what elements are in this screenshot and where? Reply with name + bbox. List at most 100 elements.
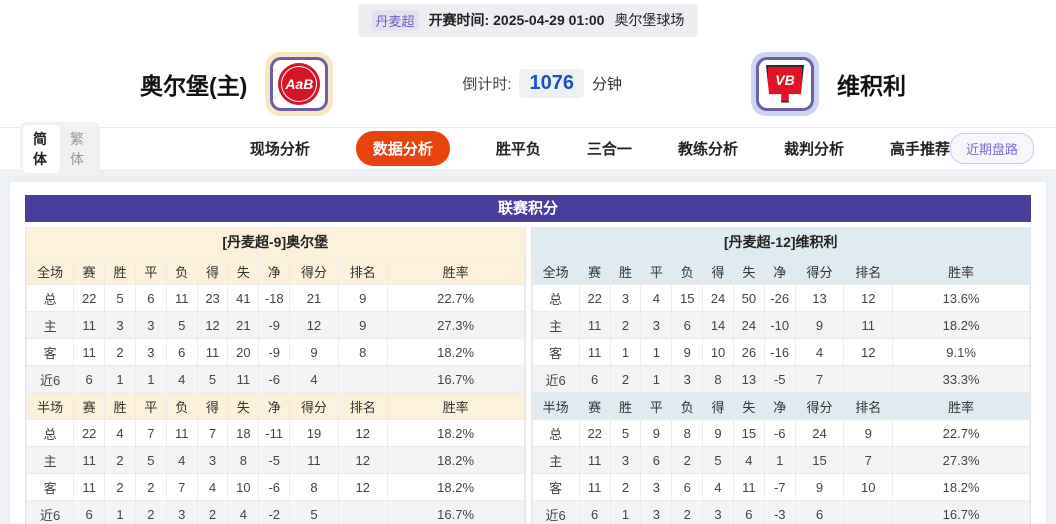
stat-cell: 18.2% xyxy=(892,311,1030,339)
stat-cell: 1 xyxy=(640,365,673,393)
column-header: 失 xyxy=(732,392,765,420)
stat-cell: 9.1% xyxy=(892,338,1030,366)
lang-option[interactable]: 繁体 xyxy=(69,130,84,167)
stat-cell: 5 xyxy=(289,500,339,524)
column-header: 赛 xyxy=(73,257,106,285)
countdown-label: 倒计时: xyxy=(462,76,512,93)
stat-cell: 11 xyxy=(73,446,106,474)
stat-cell: 18.2% xyxy=(386,419,525,447)
stats-row: 总 22 5 9 8 9 15 -6 24 9 22.7% xyxy=(531,419,1030,447)
stat-cell: -3 xyxy=(763,500,796,524)
stat-cell: 3 xyxy=(702,500,734,524)
stats-row: 近6 6 1 1 4 5 11 -6 4 16.7% xyxy=(25,365,525,393)
nav-tab[interactable]: 三合一 xyxy=(586,141,632,158)
nav-tab[interactable]: 胜平负 xyxy=(495,141,541,158)
stat-cell: 9 xyxy=(843,419,894,447)
stat-cell: 18 xyxy=(227,419,260,447)
row-label: 近6 xyxy=(531,365,580,393)
row-label: 总 xyxy=(25,419,75,447)
stat-cell: 1 xyxy=(609,338,642,366)
kickoff-time: 开赛时间: 2025-04-29 01:00 xyxy=(428,12,605,28)
venue-name: 奥尔堡球场 xyxy=(614,12,685,28)
league-name[interactable]: 丹麦超 xyxy=(371,9,419,31)
column-header: 胜率 xyxy=(892,257,1030,285)
stat-cell: 11 xyxy=(196,338,229,366)
column-header: 得 xyxy=(196,257,229,285)
stat-cell: 11 xyxy=(165,419,198,447)
stat-cell: 9 xyxy=(337,311,388,339)
row-label: 主 xyxy=(531,446,580,474)
stat-cell: 33.3% xyxy=(892,365,1030,393)
column-header: 排名 xyxy=(337,257,388,285)
nav-bar: 简体 繁体 现场分析 数据分析 胜平负 三合一 教练分析 裁判分析 高手推荐 近期盘路 xyxy=(0,121,1056,176)
stat-cell: 11 xyxy=(732,473,765,501)
stat-cell: 3 xyxy=(671,365,704,393)
stat-cell: -10 xyxy=(763,311,796,339)
language-toggle[interactable]: 简体 繁体 xyxy=(20,121,100,176)
stat-cell: 2 xyxy=(104,446,136,474)
column-header: 净 xyxy=(763,392,796,420)
row-label: 总 xyxy=(531,419,580,447)
home-team-block: 奥尔堡(主) AaB xyxy=(140,51,334,116)
stat-cell: 2 xyxy=(609,473,642,501)
nav-tab[interactable]: 数据分析 xyxy=(355,131,450,166)
stat-cell: 6 xyxy=(73,365,106,393)
stat-cell: 41 xyxy=(227,284,260,312)
nav-tab[interactable]: 现场分析 xyxy=(249,141,310,158)
match-info-badge: 丹麦超 开赛时间: 2025-04-29 01:00 奥尔堡球场 xyxy=(357,3,699,37)
stat-cell: 4 xyxy=(794,338,845,366)
column-header: 净 xyxy=(258,257,291,285)
stat-cell: -5 xyxy=(763,365,796,393)
stat-cell: -11 xyxy=(258,419,291,447)
stat-cell: 24 xyxy=(794,419,845,447)
stat-cell: 16.7% xyxy=(892,500,1030,524)
stat-cell: 22 xyxy=(578,419,611,447)
stat-cell: 7 xyxy=(134,419,167,447)
home-team-logo: AaB xyxy=(265,51,334,116)
row-label: 近6 xyxy=(531,500,580,524)
stats-row: 客 11 2 3 6 11 20 -9 9 8 18.2% xyxy=(25,338,525,366)
stat-cell: 9 xyxy=(794,473,845,501)
column-header: 排名 xyxy=(843,257,894,285)
countdown-unit: 分钟 xyxy=(591,76,622,93)
away-team-name: 维积利 xyxy=(837,72,906,99)
stat-cell: 6 xyxy=(165,338,198,366)
stat-cell: 7 xyxy=(794,365,845,393)
stat-cell: 27.3% xyxy=(386,311,525,339)
column-header: 胜 xyxy=(609,392,642,420)
stat-cell: -9 xyxy=(258,338,291,366)
lang-option[interactable]: 简体 xyxy=(23,124,60,173)
stat-cell: 7 xyxy=(165,473,198,501)
stat-cell: 50 xyxy=(732,284,765,312)
stat-cell: 9 xyxy=(640,419,673,447)
recent-trend-button[interactable]: 近期盘路 xyxy=(949,133,1034,164)
row-label: 主 xyxy=(25,446,75,474)
section-header-row: 半场赛胜平负得失净得分 排名 胜率 xyxy=(25,392,525,420)
stat-cell: 3 xyxy=(640,500,673,524)
stat-cell: 4 xyxy=(732,446,765,474)
stat-cell: 18.2% xyxy=(892,473,1030,501)
stat-cell: 3 xyxy=(134,311,167,339)
stat-cell: 7 xyxy=(843,446,894,474)
nav-tab[interactable]: 裁判分析 xyxy=(783,141,844,158)
nav-tab[interactable]: 教练分析 xyxy=(677,141,738,158)
away-team-logo: VB xyxy=(751,51,819,116)
stat-cell: 4 xyxy=(289,365,339,393)
row-label: 客 xyxy=(25,338,75,366)
stat-cell: 27.3% xyxy=(892,446,1030,474)
stat-cell: 5 xyxy=(134,446,167,474)
stat-cell: 20 xyxy=(227,338,260,366)
stat-cell: 5 xyxy=(196,365,229,393)
stat-cell: 21 xyxy=(289,284,339,312)
stat-cell: 6 xyxy=(578,365,611,393)
stat-cell: 8 xyxy=(702,365,734,393)
stat-cell: 11 xyxy=(578,338,611,366)
nav-tab[interactable]: 高手推荐 xyxy=(889,141,950,158)
stat-cell: 11 xyxy=(289,446,339,474)
stat-cell: 22 xyxy=(73,284,106,312)
content-area: 联赛积分 [丹麦超-9]奥尔堡 全场赛胜平负得失净得分 排名 胜率总 22 5 6 11 23 4… xyxy=(0,170,1056,524)
row-label: 客 xyxy=(531,473,580,501)
stat-cell: -18 xyxy=(258,284,291,312)
stat-cell: 6 xyxy=(671,311,704,339)
row-label: 主 xyxy=(25,311,75,339)
